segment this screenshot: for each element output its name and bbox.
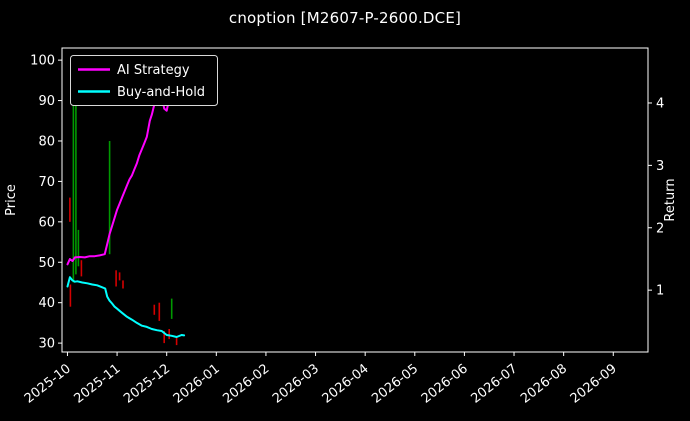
y-tick-label-left: 60 xyxy=(38,215,55,230)
y-axis-label-left: Price xyxy=(4,184,19,216)
plot-border xyxy=(61,47,649,353)
legend-label: AI Strategy xyxy=(117,63,190,78)
legend-box xyxy=(70,55,218,106)
y-axis-right: 1 2 3 4 xyxy=(648,96,664,299)
x-tick-label: 2026-07 xyxy=(468,361,520,406)
y-tick-label-left: 90 xyxy=(38,94,55,109)
y-tick-label-right: 3 xyxy=(656,159,664,174)
candlesticks xyxy=(69,78,178,346)
x-tick-label: 2026-09 xyxy=(568,361,620,406)
y-tick-label-left: 50 xyxy=(38,256,55,271)
legend-label: Buy-and-Hold xyxy=(117,85,205,100)
x-tick-label: 2026-06 xyxy=(419,361,471,406)
y-tick-label-left: 30 xyxy=(38,337,55,352)
y-tick-label-left: 40 xyxy=(38,296,55,311)
x-tick-label: 2025-12 xyxy=(121,361,173,406)
legend: AI Strategy Buy-and-Hold xyxy=(70,55,218,106)
y-tick-label-left: 80 xyxy=(38,134,55,149)
series-line-ai-strategy xyxy=(66,87,186,266)
x-axis: 2025-102025-112025-122026-012026-022026-… xyxy=(22,352,620,407)
y-tick-label-left: 100 xyxy=(30,54,55,69)
x-tick-label: 2026-04 xyxy=(320,361,372,406)
y-tick-label-right: 4 xyxy=(656,96,664,111)
x-tick-label: 2026-08 xyxy=(518,361,570,406)
x-tick-label: 2026-02 xyxy=(220,361,272,406)
x-tick-label: 2026-03 xyxy=(270,361,322,406)
y-axis-left: 30 40 50 60 70 80 90 100 xyxy=(30,54,62,352)
y-tick-label-right: 1 xyxy=(656,284,664,299)
y-tick-label-left: 70 xyxy=(38,175,55,190)
y-tick-label-right: 2 xyxy=(656,221,664,236)
x-tick-label: 2026-05 xyxy=(369,361,421,406)
x-tick-label: 2025-11 xyxy=(71,361,123,406)
y-axis-label-right: Return xyxy=(663,178,678,221)
x-tick-label: 2026-01 xyxy=(171,361,223,406)
series-line-buy-and-hold xyxy=(66,276,186,338)
chart-title: cnoption [M2607-P-2600.DCE] xyxy=(228,9,462,27)
x-tick-label: 2025-10 xyxy=(22,361,74,406)
